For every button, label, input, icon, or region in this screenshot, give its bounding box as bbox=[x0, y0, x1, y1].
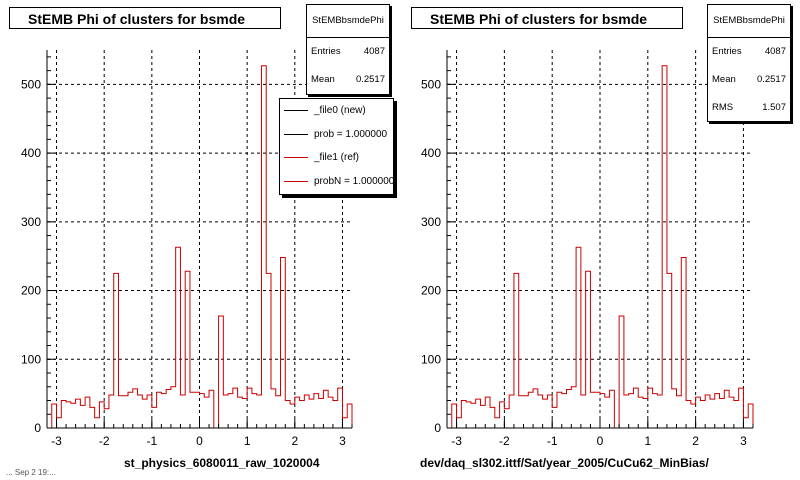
right-stats-mean-row: Mean 0.2517 bbox=[708, 66, 790, 94]
left-x-axis-label: st_physics_6080011_raw_1020004 bbox=[124, 456, 320, 470]
legend-line-ref bbox=[284, 157, 308, 159]
x-tick-label: 0 bbox=[196, 434, 203, 448]
y-tick-label: 400 bbox=[21, 146, 41, 160]
y-tick-label: 400 bbox=[421, 146, 441, 160]
y-tick-label: 0 bbox=[34, 421, 41, 435]
legend-item-probn: probN = 1.000000 bbox=[280, 170, 393, 194]
right-mean-value: 0.2517 bbox=[756, 74, 786, 85]
x-tick-label: 1 bbox=[644, 434, 651, 448]
right-entries-value: 4087 bbox=[764, 46, 786, 57]
x-tick-label: -3 bbox=[451, 434, 462, 448]
x-tick-label: -1 bbox=[147, 434, 158, 448]
legend-label: probN = 1.000000 bbox=[314, 176, 394, 188]
left-mean-value: 0.2517 bbox=[355, 74, 385, 85]
left-stats-entries-row: Entries 4087 bbox=[307, 38, 389, 66]
right-entries-label: Entries bbox=[712, 46, 742, 57]
y-tick-label: 300 bbox=[421, 215, 441, 229]
right-stats-box: StEMBbsmdePhi Entries 4087 Mean 0.2517 R… bbox=[707, 4, 791, 122]
right-mean-label: Mean bbox=[712, 74, 736, 85]
legend-item-file1: _file1 (ref) bbox=[280, 146, 393, 170]
x-tick-label: -2 bbox=[99, 434, 110, 448]
legend-line-probn bbox=[284, 181, 308, 183]
left-mean-label: Mean bbox=[311, 74, 335, 85]
legend-label: _file0 (new) bbox=[314, 105, 366, 116]
legend-line-prob bbox=[284, 133, 308, 135]
legend-label: _file1 (ref) bbox=[314, 152, 360, 164]
x-tick-label: 3 bbox=[740, 434, 747, 448]
y-tick-label: 200 bbox=[421, 284, 441, 298]
x-tick-label: 0 bbox=[597, 434, 604, 448]
y-tick-label: 0 bbox=[434, 421, 441, 435]
y-tick-label: 200 bbox=[21, 284, 41, 298]
right-rms-value: 1.507 bbox=[762, 102, 786, 113]
y-tick-label: 300 bbox=[21, 215, 41, 229]
x-tick-label: 1 bbox=[244, 434, 251, 448]
left-entries-value: 4087 bbox=[363, 46, 385, 57]
histogram-line bbox=[47, 65, 353, 429]
right-stats-entries-row: Entries 4087 bbox=[708, 38, 790, 66]
y-tick-label: 100 bbox=[421, 352, 441, 366]
x-tick-label: -3 bbox=[51, 434, 62, 448]
y-tick-label: 500 bbox=[421, 77, 441, 91]
left-panel: -3 -2 -1 0 1 2 3 0 100 200 300 400 500 StEMB Phi of … bbox=[9, 4, 394, 470]
legend-label: prob = 1.000000 bbox=[314, 128, 388, 140]
right-x-axis-label: dev/daq_sl302.ittf/Sat/year_2005/CuCu62_… bbox=[420, 456, 709, 470]
legend-item-prob: prob = 1.000000 bbox=[280, 123, 393, 147]
left-chart-title: StEMB Phi of clusters for bsmde bbox=[9, 7, 281, 29]
left-stats-name: StEMBbsmdePhi bbox=[307, 5, 389, 38]
right-stats-name: StEMBbsmdePhi bbox=[708, 5, 790, 38]
left-entries-label: Entries bbox=[311, 46, 341, 57]
right-stats-rms-row: RMS 1.507 bbox=[708, 94, 790, 122]
right-chart-title: StEMB Phi of clusters for bsmde bbox=[411, 7, 683, 29]
footer-timestamp: ... Sep 2 19:... bbox=[6, 468, 56, 477]
right-panel: -3 -2 -1 0 1 2 3 0 100 200 300 400 500 StEMB Phi of … bbox=[400, 0, 800, 480]
histogram-line bbox=[447, 65, 754, 429]
x-tick-label: -2 bbox=[499, 434, 510, 448]
x-tick-label: -1 bbox=[547, 434, 558, 448]
legend-line-new bbox=[284, 110, 308, 111]
y-tick-label: 100 bbox=[21, 352, 41, 366]
x-tick-label: 2 bbox=[291, 434, 298, 448]
y-tick-label: 500 bbox=[21, 77, 41, 91]
legend-item-file0: _file0 (new) bbox=[280, 99, 393, 123]
legend-box: _file0 (new) prob = 1.000000 _file1 (ref… bbox=[279, 98, 394, 195]
left-stats-mean-row: Mean 0.2517 bbox=[307, 66, 389, 94]
x-tick-label: 3 bbox=[339, 434, 346, 448]
left-stats-box: StEMBbsmdePhi Entries 4087 Mean 0.2517 bbox=[306, 4, 390, 95]
right-rms-label: RMS bbox=[712, 102, 734, 113]
x-tick-label: 2 bbox=[692, 434, 699, 448]
